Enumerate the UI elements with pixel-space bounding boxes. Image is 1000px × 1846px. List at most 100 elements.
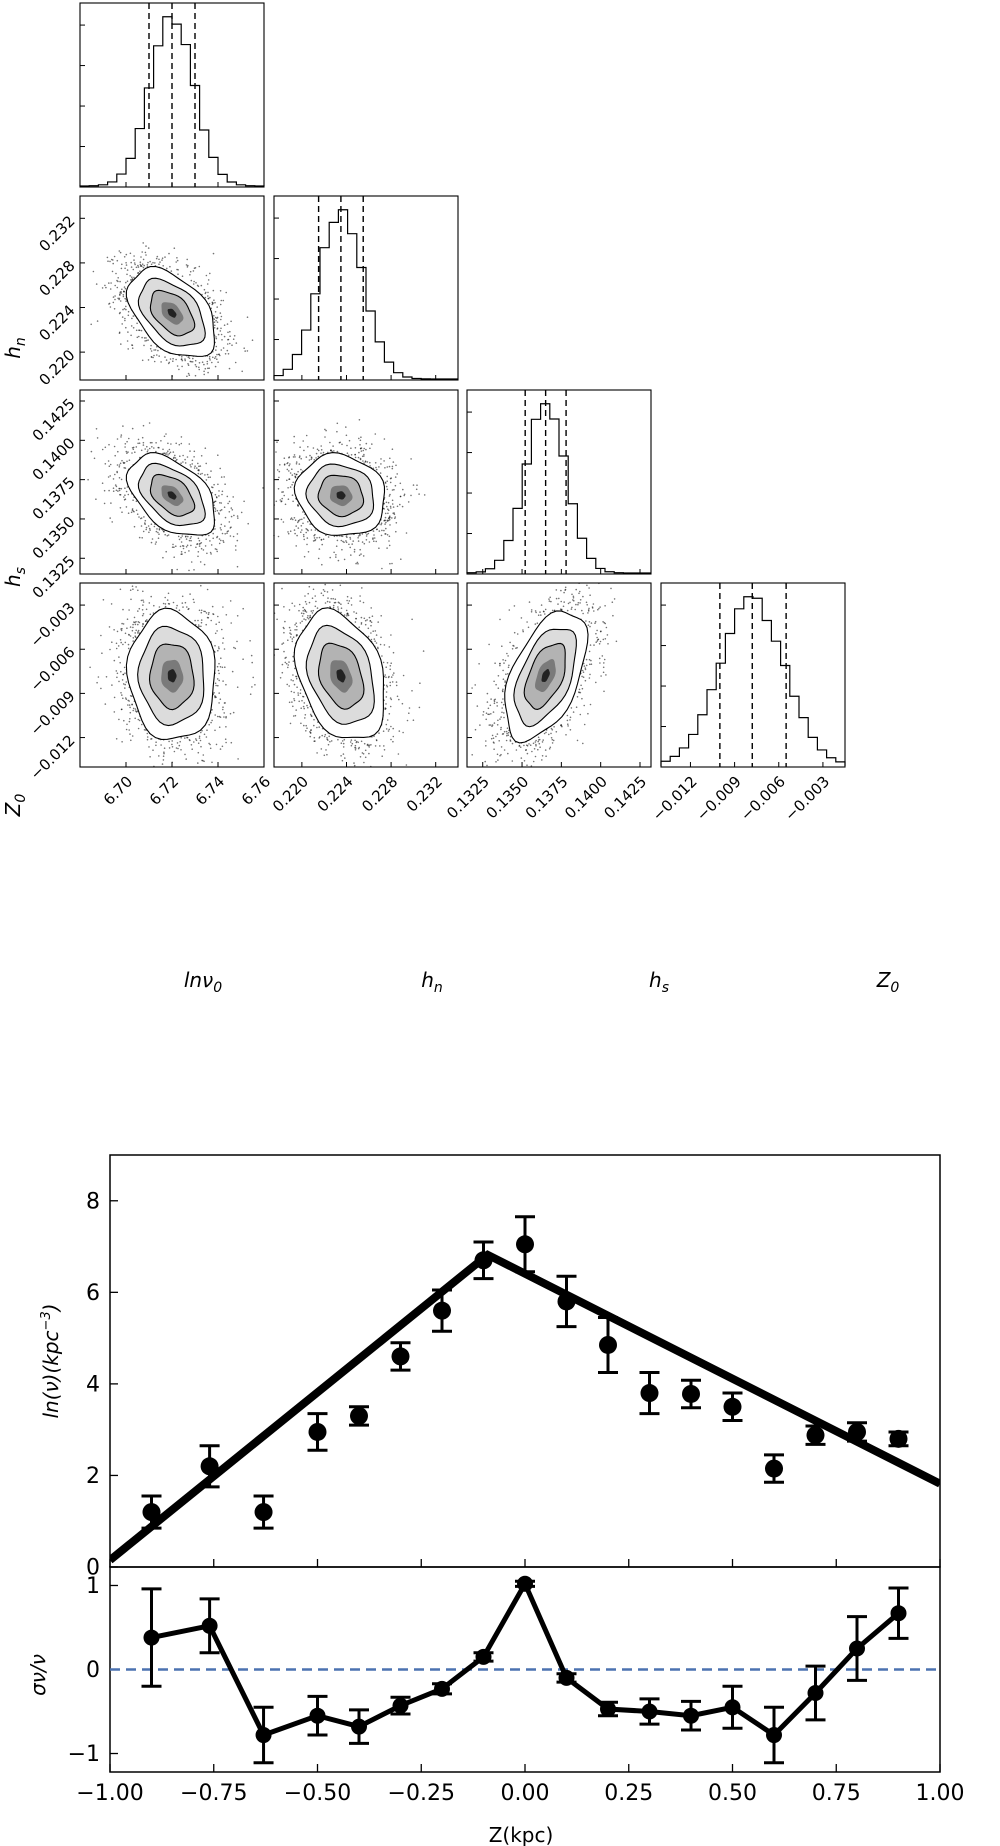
sample-point: [162, 755, 165, 757]
sample-point: [95, 498, 97, 501]
sample-point: [129, 589, 132, 591]
sample-point: [172, 360, 174, 363]
sample-point: [175, 747, 178, 749]
sample-point: [232, 711, 235, 714]
sample-point: [113, 629, 115, 631]
sample-point: [115, 489, 118, 492]
sample-point: [234, 361, 237, 364]
sample-point: [555, 731, 558, 733]
sample-point: [283, 464, 286, 466]
sample-point: [305, 528, 308, 530]
sample-point: [383, 460, 385, 462]
sample-point: [605, 674, 607, 676]
sample-point: [305, 611, 308, 613]
sample-point: [307, 446, 309, 448]
sample-point: [92, 270, 95, 273]
sample-point: [359, 457, 362, 460]
sample-point: [230, 507, 233, 509]
sample-point: [311, 612, 314, 614]
sample-point: [310, 610, 313, 612]
data-point-group: [681, 1378, 701, 1410]
sample-point: [335, 545, 338, 547]
sample-point: [150, 738, 153, 740]
sample-point: [221, 493, 223, 496]
sample-point: [370, 632, 372, 634]
sample-point: [544, 613, 546, 615]
sample-point: [388, 465, 391, 468]
sample-point: [346, 536, 348, 539]
sample-point: [399, 503, 401, 506]
sample-point: [502, 703, 505, 706]
sample-point: [326, 591, 329, 593]
sample-point: [214, 316, 217, 319]
sample-point: [312, 540, 315, 542]
residual-point: [558, 1669, 575, 1686]
residual-panel: −101−1.00 −0.75 −0.50 −0.25 0.00 0.25 0.50 0.75…: [68, 1566, 964, 1806]
sample-point: [474, 684, 477, 686]
sample-point: [126, 269, 129, 271]
sample-point: [113, 696, 116, 699]
sample-point: [175, 607, 178, 609]
sample-point: [200, 284, 203, 287]
sample-point: [214, 311, 217, 313]
sample-point: [346, 599, 348, 602]
sample-point: [354, 621, 357, 623]
sample-point: [327, 739, 329, 741]
sample-point: [187, 264, 189, 267]
sample-point: [118, 466, 121, 468]
sample-point: [496, 705, 499, 707]
sample-point: [391, 503, 394, 505]
sample-point: [137, 621, 140, 623]
sample-point: [219, 527, 222, 529]
sample-point: [392, 506, 395, 508]
sample-point: [142, 613, 145, 615]
sample-point: [386, 719, 389, 721]
sample-point: [252, 676, 254, 679]
data-point: [682, 1384, 700, 1403]
sample-point: [194, 619, 196, 622]
sample-point: [150, 523, 153, 525]
sample-point: [337, 608, 340, 610]
sample-point: [113, 711, 116, 713]
sample-point: [134, 263, 136, 266]
sample-point: [233, 514, 235, 517]
sample-point: [184, 458, 186, 461]
sample-point: [184, 359, 186, 362]
residual-ylabel: σν/ν: [26, 1654, 50, 1696]
sample-point: [246, 350, 249, 352]
sample-point: [132, 499, 134, 502]
sample-point: [167, 450, 169, 453]
sample-point: [216, 327, 219, 330]
sample-point: [522, 630, 524, 633]
sample-point: [236, 640, 238, 643]
sample-point: [337, 738, 339, 741]
sample-point: [249, 640, 251, 642]
sample-point: [223, 506, 226, 509]
sample-point: [116, 286, 119, 289]
sample-point: [152, 261, 154, 264]
sample-point: [124, 267, 126, 270]
sample-point: [214, 357, 216, 360]
sample-point: [214, 301, 216, 304]
sample-point: [191, 748, 193, 750]
residual-point-group: [253, 1705, 274, 1765]
sample-point: [530, 765, 533, 767]
sample-point: [303, 608, 306, 611]
sample-point: [123, 666, 126, 669]
sample-point: [288, 685, 291, 687]
sample-point: [173, 247, 176, 249]
sample-point: [401, 505, 404, 508]
sample-point: [221, 339, 223, 341]
sample-point: [305, 724, 308, 727]
sample-point: [316, 607, 319, 609]
sample-point: [363, 742, 366, 745]
sample-point: [326, 753, 328, 756]
sample-point: [388, 495, 391, 497]
sample-point: [283, 494, 286, 497]
sample-point: [359, 439, 362, 442]
sample-point: [224, 738, 227, 740]
sample-point: [295, 622, 298, 624]
sample-point: [186, 266, 189, 268]
sample-point: [188, 569, 190, 572]
sample-point: [355, 612, 358, 614]
